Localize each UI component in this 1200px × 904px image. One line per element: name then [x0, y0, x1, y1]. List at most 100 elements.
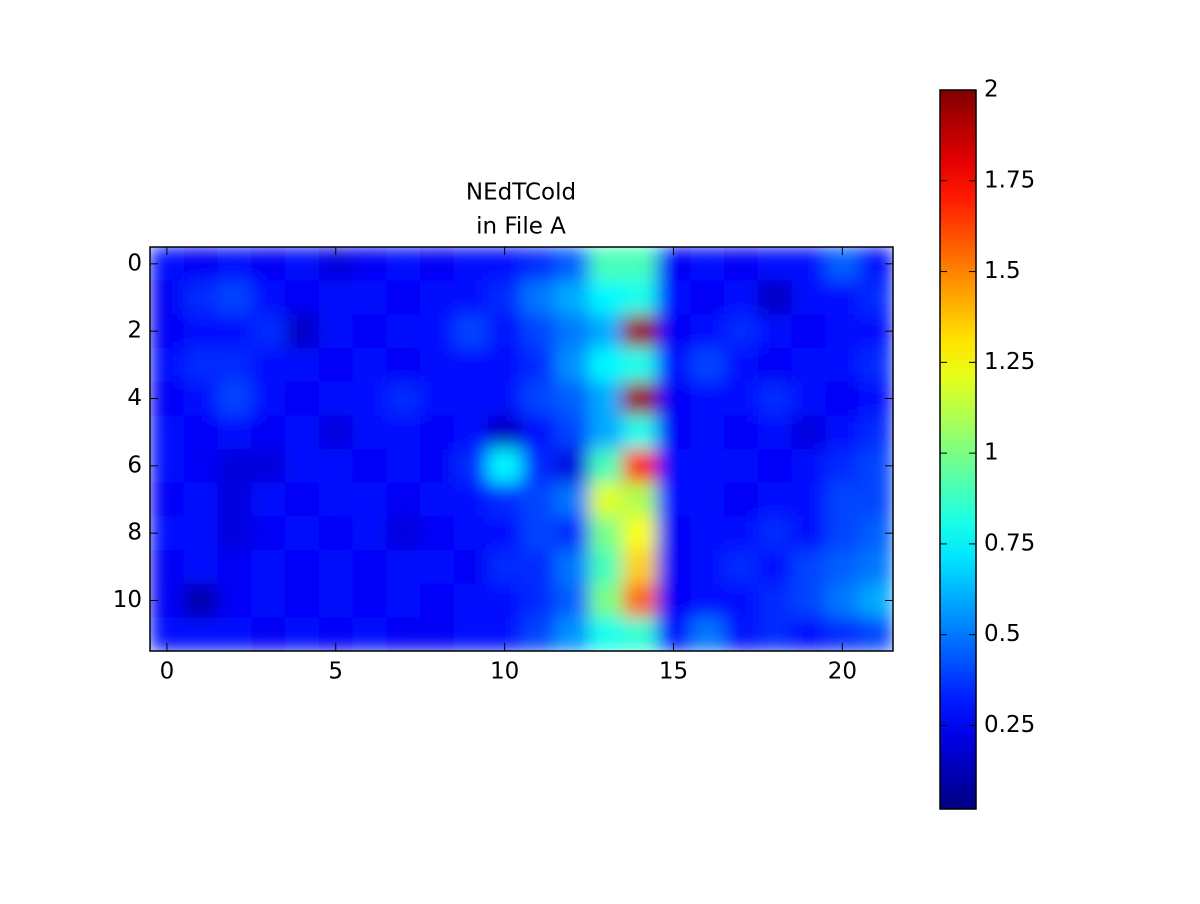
heatmap-cell	[690, 482, 725, 517]
heatmap-cell	[825, 415, 860, 450]
heatmap-cell	[521, 415, 556, 450]
heatmap-cell	[285, 583, 320, 618]
heatmap-cell	[487, 348, 522, 383]
heatmap-cell	[487, 314, 522, 349]
heatmap-cell	[859, 482, 893, 517]
heatmap-cell	[825, 516, 860, 551]
heatmap-cell	[386, 482, 421, 517]
heatmap-cell	[825, 381, 860, 416]
heatmap-cell	[420, 247, 455, 282]
heatmap-cell	[285, 482, 320, 517]
heatmap-cell	[487, 415, 522, 450]
heatmap-cell	[352, 550, 387, 585]
heatmap-cell	[622, 583, 658, 618]
heatmap-cell	[555, 516, 590, 551]
heatmap-cell	[690, 348, 725, 383]
heatmap-cell	[386, 449, 421, 484]
heatmap-cell	[791, 449, 826, 484]
heatmap-cell	[724, 314, 759, 349]
y-tick-label: 8	[127, 520, 142, 546]
heatmap-cell	[420, 516, 455, 551]
heatmap-cell	[690, 314, 725, 349]
heatmap-cell	[150, 280, 185, 315]
heatmap-cell	[285, 314, 320, 349]
heatmap-cell	[352, 583, 387, 618]
heatmap-cell	[757, 314, 793, 349]
heatmap-cell	[453, 449, 489, 484]
heatmap-cell	[690, 280, 725, 315]
heatmap-cell	[487, 516, 522, 551]
heatmap-cell	[589, 617, 624, 651]
heatmap-cell	[757, 482, 793, 517]
heatmap-cell	[183, 550, 219, 585]
heatmap-cell	[420, 583, 455, 618]
heatmap-cell	[150, 482, 185, 517]
heatmap-cell	[622, 381, 658, 416]
heatmap-cell	[217, 415, 252, 450]
heatmap-cell	[724, 280, 759, 315]
heatmap-cell	[183, 247, 219, 282]
heatmap-cell	[183, 482, 219, 517]
heatmap-cell	[690, 415, 725, 450]
heatmap-cell	[420, 415, 455, 450]
heatmap-cell	[589, 415, 624, 450]
heatmap-cell	[555, 314, 590, 349]
heatmap-cell	[453, 583, 489, 618]
heatmap-cell	[622, 247, 658, 282]
heatmap-cell	[757, 381, 793, 416]
heatmap-cell	[183, 280, 219, 315]
heatmap-cell	[521, 247, 556, 282]
heatmap-cell	[386, 348, 421, 383]
heatmap-cell	[352, 381, 387, 416]
heatmap-cell	[217, 617, 252, 651]
heatmap-cell	[859, 617, 893, 651]
heatmap-cell	[217, 280, 252, 315]
heatmap-cell	[251, 583, 286, 618]
heatmap-cell	[318, 550, 354, 585]
heatmap-cell	[791, 314, 826, 349]
heatmap-cell	[453, 550, 489, 585]
heatmap-cell	[555, 348, 590, 383]
heatmap-cell	[453, 617, 489, 651]
colorbar-tick-label: 0.5	[984, 621, 1021, 647]
y-tick-label: 0	[127, 250, 142, 276]
heatmap-cell	[352, 280, 387, 315]
heatmap-cell	[521, 314, 556, 349]
heatmap-cell	[589, 348, 624, 383]
heatmap-cell	[622, 482, 658, 517]
plot-frame	[149, 246, 894, 652]
heatmap-cell	[757, 449, 793, 484]
heatmap-cell	[622, 449, 658, 484]
heatmap-cell	[555, 247, 590, 282]
heatmap-cell	[622, 348, 658, 383]
heatmap-cell	[757, 247, 793, 282]
heatmap-cell	[724, 348, 759, 383]
colorbar-tick-label: 2	[984, 77, 999, 103]
heatmap-cell	[183, 415, 219, 450]
heatmap-cell	[251, 449, 286, 484]
heatmap-cell	[420, 550, 455, 585]
heatmap-cell	[791, 280, 826, 315]
heatmap-cell	[318, 449, 354, 484]
heatmap-cell	[386, 381, 421, 416]
y-tick-label: 4	[127, 385, 142, 411]
heatmap-cell	[318, 348, 354, 383]
heatmap-cell	[521, 381, 556, 416]
heatmap-cell	[453, 348, 489, 383]
heatmap-cell	[420, 314, 455, 349]
y-tick-label: 10	[113, 587, 142, 613]
heatmap-cell	[622, 617, 658, 651]
heatmap-cell	[420, 280, 455, 315]
colorbar-frame	[939, 89, 977, 810]
heatmap-cell	[217, 348, 252, 383]
heatmap-cell	[487, 583, 522, 618]
heatmap-cell	[217, 516, 252, 551]
heatmap-cell	[352, 482, 387, 517]
heatmap-cell	[318, 583, 354, 618]
heatmap-cell	[791, 550, 826, 585]
heatmap-cell	[183, 381, 219, 416]
x-tick-label: 15	[659, 659, 688, 685]
heatmap-cell	[285, 415, 320, 450]
heatmap-cell	[285, 247, 320, 282]
heatmap-cell	[757, 280, 793, 315]
